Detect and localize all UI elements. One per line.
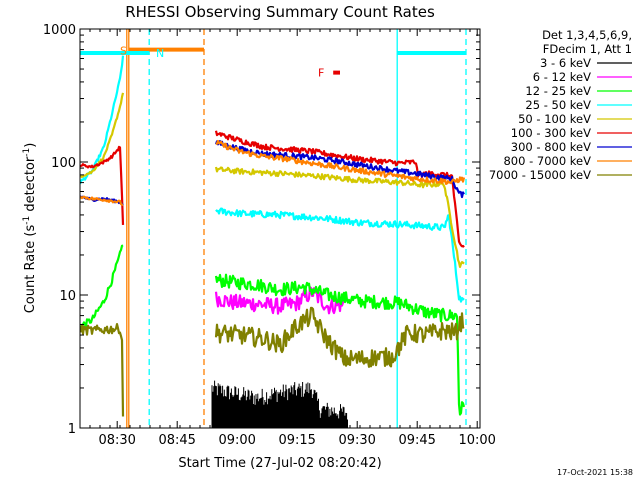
flag-label-1: N (156, 47, 164, 60)
legend-entry-4: 50 - 100 keV (518, 112, 591, 126)
series-5-segment-0 (80, 145, 125, 225)
legend-entry-0: 3 - 6 keV (540, 56, 591, 70)
y-axis-label-main: Count Rate (s (23, 225, 38, 314)
y-axis: 1 10 100 1000 (43, 23, 480, 437)
legend-entry-5: 100 - 300 keV (511, 126, 591, 140)
series-1-segment-0 (214, 286, 345, 315)
legend-entry-6: 300 - 800 keV (511, 140, 591, 154)
y-axis-label-mid: detector (23, 156, 38, 216)
plot-content: S N F (80, 29, 467, 428)
series-0-segment-0 (211, 380, 348, 428)
legend-entry-7: 800 - 7000 keV (503, 154, 591, 168)
series-4-segment-0 (80, 92, 125, 178)
series-0 (211, 380, 348, 428)
x-tick-label-0: 08:30 (98, 433, 135, 448)
generation-timestamp: 17-Oct-2021 15:38 (557, 468, 633, 477)
y-axis-label-sup1: -1 (22, 216, 32, 225)
x-axis-label: Start Time (27-Jul-02 08:20:42) (178, 456, 381, 471)
x-tick-label-3: 09:15 (278, 433, 315, 448)
x-tick-label-2: 09:00 (218, 433, 255, 448)
legend: Det 1,3,4,5,6,9, FDecim 1, Att 1 3 - 6 k… (489, 28, 632, 182)
flag-label-0: S (120, 45, 127, 58)
x-axis: 08:30 08:45 09:00 09:15 09:30 09:45 10:00 (79, 29, 496, 448)
series-4 (80, 92, 465, 268)
y-tick-label-0: 1 (68, 422, 76, 437)
y-tick-label-2: 100 (51, 156, 76, 171)
legend-entry-2: 12 - 25 keV (525, 84, 591, 98)
legend-entry-8: 7000 - 15000 keV (489, 168, 591, 182)
series-7-segment-0 (80, 195, 124, 206)
series-group (80, 55, 466, 428)
plot-area (80, 29, 467, 428)
legend-header-decimation: FDecim 1, Att 1 (543, 42, 632, 56)
y-tick-label-3: 1000 (43, 23, 76, 38)
y-axis-label-end: ) (23, 143, 38, 148)
series-2-segment-0 (80, 244, 124, 330)
y-axis-label-sup2: -1 (22, 148, 32, 157)
series-3-segment-1 (215, 207, 465, 303)
x-tick-label-6: 10:00 (458, 433, 495, 448)
series-2 (80, 244, 466, 416)
y-axis-label: Count Rate (s-1 detector-1) (22, 143, 38, 314)
x-tick-label-1: 08:45 (158, 433, 195, 448)
series-1 (214, 286, 345, 315)
series-7-segment-1 (215, 139, 466, 185)
legend-header-detectors: Det 1,3,4,5,6,9, (542, 28, 632, 42)
series-4-segment-1 (214, 166, 465, 268)
y-tick-label-1: 10 (59, 289, 76, 304)
legend-entry-1: 6 - 12 keV (533, 70, 591, 84)
series-8-segment-0 (80, 323, 125, 417)
series-8-segment-1 (214, 306, 465, 368)
series-3-segment-0 (80, 55, 125, 185)
flag-label-3: F (318, 67, 324, 80)
series-7 (80, 139, 466, 206)
legend-entry-3: 25 - 50 keV (525, 98, 591, 112)
series-8 (80, 306, 465, 417)
series-2-segment-1 (214, 273, 466, 416)
x-tick-label-5: 09:45 (398, 433, 435, 448)
chart-title: RHESSI Observing Summary Count Rates (125, 3, 435, 21)
series-6-segment-1 (214, 140, 465, 199)
x-tick-label-4: 09:30 (338, 433, 375, 448)
series-3 (80, 55, 465, 303)
